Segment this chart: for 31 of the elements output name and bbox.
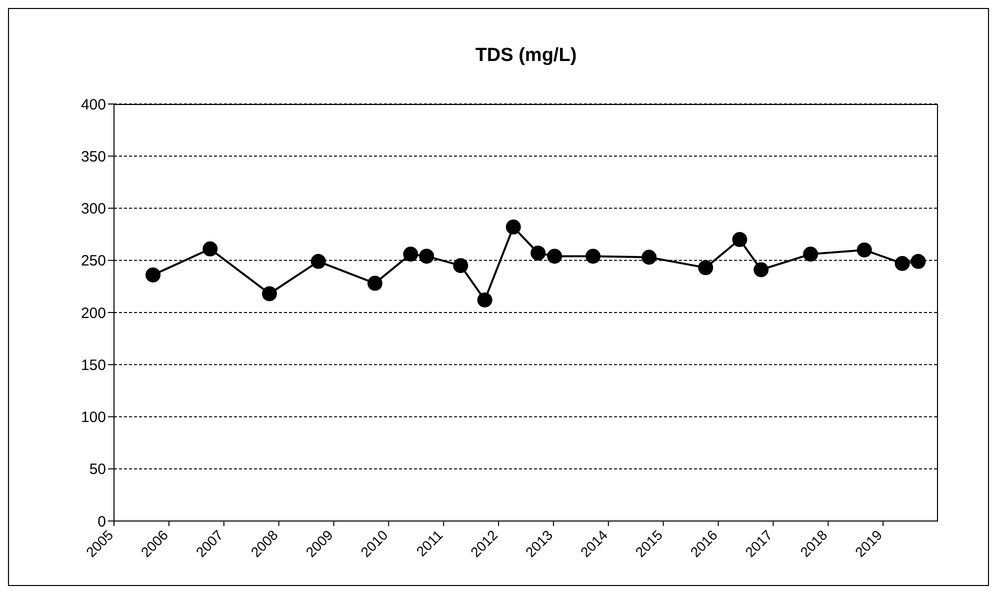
chart-title: TDS (mg/L) xyxy=(474,45,578,67)
point xyxy=(419,248,434,264)
y-tick-label: 150 xyxy=(80,356,106,374)
y-tick-label: 350 xyxy=(80,148,106,166)
point xyxy=(403,246,418,262)
point xyxy=(477,292,492,308)
y-tick-label: 200 xyxy=(80,304,106,322)
point xyxy=(453,258,468,274)
y-tick-label: 0 xyxy=(98,513,106,530)
point xyxy=(547,248,562,264)
y-tick-label: 250 xyxy=(80,252,106,270)
point xyxy=(642,250,657,265)
point xyxy=(894,256,910,272)
y-tick-label: 50 xyxy=(89,461,106,478)
point xyxy=(530,246,546,261)
y-tick-label: 400 xyxy=(80,96,106,114)
point xyxy=(698,260,714,276)
point xyxy=(803,246,818,262)
point xyxy=(367,276,382,291)
point xyxy=(262,286,277,302)
point xyxy=(202,241,218,256)
point xyxy=(754,262,769,278)
point xyxy=(856,242,872,258)
y-tick-label: 300 xyxy=(80,200,106,218)
y-tick-label: 100 xyxy=(80,409,106,426)
point xyxy=(146,267,161,282)
point xyxy=(506,220,521,235)
point xyxy=(310,254,326,269)
point xyxy=(910,254,926,269)
point xyxy=(586,248,601,264)
point xyxy=(732,232,748,248)
